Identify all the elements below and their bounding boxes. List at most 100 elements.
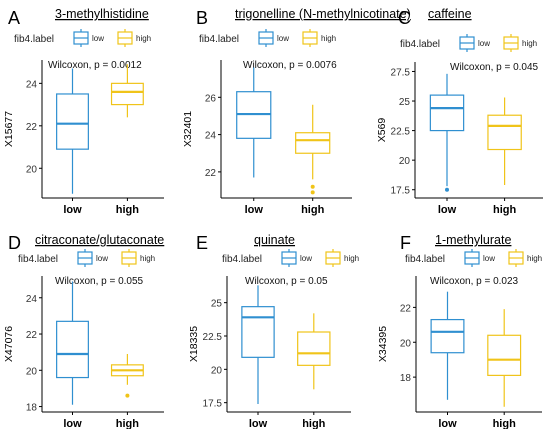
box-low <box>56 68 89 194</box>
box-high <box>487 97 522 185</box>
x-tick-label: low <box>63 204 82 216</box>
y-tick-label: 20 <box>26 164 38 175</box>
legend-label: low <box>92 34 104 43</box>
box-low <box>236 67 272 178</box>
outlier-point <box>445 187 449 192</box>
y-tick-label: 24 <box>205 131 217 142</box>
box-low <box>429 73 465 192</box>
panel-f: F 1-methylurate fib4.label low high 18 20 22 X34… <box>377 233 542 429</box>
x-tick-label: high <box>116 204 139 216</box>
y-axis-label: X569 <box>376 118 388 143</box>
box-iqr <box>487 114 522 151</box>
y-tick-label: 22 <box>400 303 412 314</box>
legend-title: fib4.label <box>14 34 54 45</box>
legend-title: fib4.label <box>405 254 445 265</box>
outlier-point <box>310 184 315 189</box>
legend-label: low <box>478 39 490 48</box>
legend: fib4.label low high <box>14 29 151 47</box>
legend-key-low <box>73 29 89 47</box>
panel-title: 1-methylurate <box>435 233 511 247</box>
y-axis-label: X32401 <box>182 111 194 147</box>
legend-label: high <box>136 34 151 43</box>
box-iqr <box>56 93 89 150</box>
legend-title: fib4.label <box>222 254 262 265</box>
legend-key-low <box>459 34 475 52</box>
legend-label: high <box>522 39 537 48</box>
box-low <box>430 291 465 400</box>
x-tick-label: low <box>249 418 268 429</box>
x-tick-label: high <box>116 418 139 429</box>
y-axis-label: X15677 <box>3 111 15 147</box>
y-tick-label: 22 <box>205 168 217 179</box>
legend-title: fib4.label <box>400 39 440 50</box>
box-high <box>297 313 331 390</box>
panel-letter: A <box>8 8 20 28</box>
panel-title: citraconate/glutaconate <box>35 233 164 247</box>
box-high <box>487 309 522 407</box>
outlier-point <box>125 393 130 398</box>
y-tick-label: 24 <box>26 294 38 305</box>
box-iqr <box>297 331 331 366</box>
panel-letter: B <box>196 8 208 28</box>
legend: fib4.label low high <box>222 249 359 267</box>
legend-key-low <box>464 249 480 267</box>
x-tick-label: low <box>63 418 82 429</box>
legend-key-low <box>258 29 274 47</box>
x-tick-label: high <box>493 418 516 429</box>
panel-title: quinate <box>254 233 295 247</box>
legend-key-high <box>302 29 318 47</box>
outlier-point <box>310 190 315 195</box>
legend: fib4.label low high <box>199 29 336 47</box>
panel-title: trigonelline (N-methylnicotinate) <box>235 7 411 21</box>
y-tick-label: 18 <box>400 373 412 384</box>
legend-label: low <box>483 254 495 263</box>
y-axis-label: X47076 <box>3 326 15 362</box>
panel-letter: D <box>8 233 21 253</box>
x-tick-label: high <box>493 204 516 216</box>
box-iqr <box>430 318 465 354</box>
legend-key-high <box>121 249 137 267</box>
y-axis-label: X18335 <box>188 326 200 362</box>
legend-label: high <box>140 254 155 263</box>
box-iqr <box>487 334 522 376</box>
y-tick-label: 20 <box>26 366 38 377</box>
x-tick-label: high <box>301 204 324 216</box>
y-tick-label: 24 <box>26 79 38 90</box>
panel-a: A 3-methylhistidine fib4.label low high 20 22 2… <box>3 7 164 216</box>
legend: fib4.label low high <box>400 34 537 52</box>
y-tick-label: 22.5 <box>203 332 223 343</box>
legend-key-low <box>77 249 93 267</box>
legend-key-high <box>117 29 133 47</box>
panel-letter: E <box>196 233 208 253</box>
legend-key-high <box>508 249 524 267</box>
panel-title: caffeine <box>428 7 472 21</box>
y-tick-label: 17.5 <box>391 186 411 197</box>
x-tick-label: high <box>302 418 325 429</box>
y-tick-label: 26 <box>205 93 217 104</box>
panel-letter: F <box>400 233 411 253</box>
y-tick-label: 25 <box>399 97 411 108</box>
x-tick-label: low <box>438 418 457 429</box>
box-iqr <box>241 306 275 358</box>
x-tick-label: low <box>438 204 457 216</box>
legend-label: low <box>277 34 289 43</box>
panel-letter: C <box>398 8 411 28</box>
y-tick-label: 22 <box>26 122 38 133</box>
box-iqr <box>110 82 144 106</box>
box-high <box>295 104 331 195</box>
box-iqr <box>295 132 331 154</box>
stat-annotation: Wilcoxon, p = 0.055 <box>55 276 144 287</box>
stat-annotation: Wilcoxon, p = 0.0012 <box>48 60 142 71</box>
legend-key-high <box>503 34 519 52</box>
y-tick-label: 22 <box>26 330 38 341</box>
legend-title: fib4.label <box>199 34 239 45</box>
legend-label: high <box>321 34 336 43</box>
y-tick-label: 27.5 <box>391 67 411 78</box>
y-tick-label: 20 <box>399 156 411 167</box>
legend-label: high <box>344 254 359 263</box>
